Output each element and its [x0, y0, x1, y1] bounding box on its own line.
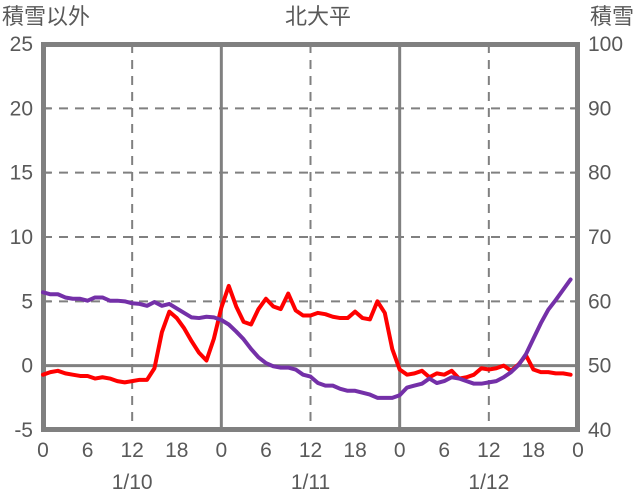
x-axis-day-labels: 1/10 1/11 1/12 [112, 471, 510, 494]
svg-text:15: 15 [10, 162, 33, 185]
svg-text:18: 18 [165, 439, 188, 462]
svg-text:0: 0 [215, 439, 227, 462]
svg-text:1/10: 1/10 [112, 471, 153, 494]
left-axis-tick-marks [43, 107, 51, 303]
svg-text:12: 12 [299, 439, 322, 462]
svg-text:18: 18 [343, 439, 366, 462]
svg-text:50: 50 [588, 355, 611, 378]
svg-text:1/12: 1/12 [468, 471, 509, 494]
svg-text:5: 5 [21, 290, 33, 313]
chart-title: 北大平 [284, 4, 351, 29]
svg-text:80: 80 [588, 162, 611, 185]
x-axis-tick-labels: 0 6 12 18 0 6 12 18 0 6 12 18 0 [37, 439, 584, 462]
svg-text:18: 18 [522, 439, 545, 462]
svg-text:20: 20 [10, 97, 33, 120]
svg-text:6: 6 [82, 439, 94, 462]
right-axis-tick-labels: 40 50 60 70 80 90 100 [588, 33, 623, 442]
svg-text:0: 0 [572, 439, 584, 462]
svg-text:6: 6 [438, 439, 450, 462]
right-axis-tick-marks [570, 107, 578, 367]
svg-text:0: 0 [37, 439, 49, 462]
svg-text:12: 12 [477, 439, 500, 462]
svg-text:1/11: 1/11 [291, 471, 330, 494]
svg-text:0: 0 [394, 439, 406, 462]
svg-text:12: 12 [120, 439, 143, 462]
svg-text:70: 70 [588, 226, 611, 249]
svg-text:90: 90 [588, 97, 611, 120]
svg-text:60: 60 [588, 290, 611, 313]
series-non-snow [41, 283, 573, 385]
left-axis-tick-labels: -5 0 5 10 15 20 25 [10, 33, 33, 442]
svg-text:-5: -5 [14, 419, 33, 442]
svg-text:40: 40 [588, 419, 611, 442]
svg-text:100: 100 [588, 33, 623, 56]
svg-text:10: 10 [10, 226, 33, 249]
svg-text:25: 25 [10, 33, 33, 56]
svg-text:0: 0 [21, 355, 33, 378]
right-axis-title: 積雪 [589, 4, 634, 29]
series-snow [41, 277, 573, 400]
series-lines [41, 277, 573, 400]
svg-text:6: 6 [260, 439, 272, 462]
left-axis-title: 積雪以外 [2, 4, 91, 29]
